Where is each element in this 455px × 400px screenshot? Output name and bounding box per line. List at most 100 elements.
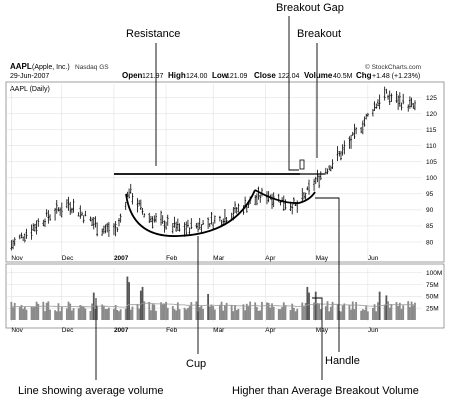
volume-bar [129,309,132,320]
price-x-tick-May: May [316,255,329,262]
volume-bar [34,306,36,320]
header-symbol: AAPL [10,62,32,71]
price-bar [161,215,164,224]
volume-bar [139,290,142,320]
price-x-tick-2007: 2007 [114,255,129,262]
volume-bar [210,304,213,320]
volume-bar [254,302,257,320]
volume-bar [200,305,203,320]
volume-bar [348,304,351,320]
volume-bar [118,311,120,320]
price-bar [30,224,33,240]
volume-bar [20,305,23,320]
volume-bar [412,305,415,320]
volume-bar [124,308,127,320]
price-bar [328,165,331,171]
price-x-tick-Jun: Jun [368,255,379,262]
volume-bar [355,302,357,320]
volume-bar [114,305,117,320]
price-bar [35,220,38,235]
volume-bar [49,309,51,320]
volume-bar [12,307,14,320]
price-bar [57,207,60,212]
price-bar [80,211,83,217]
price-bar [59,207,62,216]
price-bar [412,102,415,109]
price-bar [33,223,36,232]
volume-bar [316,303,319,320]
volume-bar [69,303,72,320]
volume-bar [106,308,109,320]
price-bar [255,193,258,206]
volume-bar [119,309,122,320]
volume-bar [151,304,154,320]
price-bar [18,234,21,240]
price-bar [282,195,285,211]
price-bar [373,101,376,112]
price-bar [306,186,309,191]
volume-bar [207,294,210,320]
price-bar [390,93,393,103]
volume-bar [289,310,292,320]
volume-bar [84,308,87,320]
volume-bar [187,308,189,320]
header-open-label: Open [122,71,143,80]
header-low-label: Low [212,71,229,80]
price-bar [163,220,166,233]
breakout-volume-leader [312,297,323,380]
price-bar [408,96,411,109]
price-bar [385,88,388,94]
price-y-tick-85: 85 [426,223,434,230]
volume-bar [326,301,329,320]
price-bar [126,191,129,198]
price-x-tick-Apr: Apr [265,255,276,262]
price-bar [22,236,25,242]
volume-bar [32,307,35,320]
price-bar [237,203,240,213]
volume-bar [400,308,403,320]
price-bar [119,213,122,223]
resistance-label: Resistance [126,28,180,40]
price-y-tick-90: 90 [426,207,434,214]
price-bar [23,233,26,243]
price-bar [271,193,274,209]
volume-bar [272,306,275,320]
volume-bar [190,302,193,320]
price-bar [139,199,142,211]
header-exchange: Nasdaq GS [75,64,109,71]
price-bar [178,223,181,232]
header-watermark: © StockCharts.com [365,63,421,71]
volume-bar [218,304,221,320]
handle-leader [315,197,340,352]
volume-bar [390,303,393,320]
price-bar [366,112,369,117]
price-bar [55,199,58,214]
header-change-value: +1.48 (+1.23%) [372,73,420,80]
volume-bars [10,276,416,320]
price-bar [361,120,364,135]
price-bar [72,198,75,213]
volume-bar [361,309,364,320]
price-bar [117,217,120,227]
price-bar [186,219,189,228]
price-bar [410,97,413,108]
price-bar [254,195,257,206]
price-bar [176,218,179,231]
volume-x-tick-2007: 2007 [114,327,129,334]
volume-y-tick-75M: 75M [426,282,439,289]
price-bar [218,215,221,222]
volume-bar [409,307,411,320]
price-bar [207,217,210,229]
header-date: 29-Jun-2007 [10,73,49,80]
price-bar [259,194,262,203]
volume-bar [375,311,378,320]
volume-bar [340,311,342,320]
volume-bar [303,306,305,320]
price-bar [314,176,317,185]
volume-bar [104,309,107,320]
price-bar [413,100,416,111]
price-bar [210,211,213,225]
volume-bar [81,305,83,320]
price-bar [20,232,23,239]
volume-bar [281,307,284,320]
